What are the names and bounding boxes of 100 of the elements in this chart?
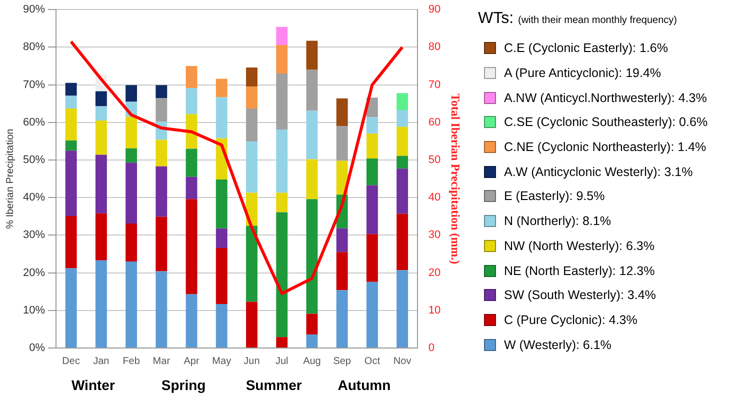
bar bbox=[246, 302, 258, 348]
y2-tick-label: 90 bbox=[428, 4, 441, 16]
bar bbox=[336, 252, 348, 290]
y2-tick-label: 20 bbox=[428, 266, 441, 279]
bar bbox=[276, 337, 288, 348]
bar bbox=[246, 86, 258, 108]
y2-tick-label: 70 bbox=[428, 78, 441, 91]
x-tick-label: Feb bbox=[122, 356, 140, 367]
x-tick-label: Jan bbox=[93, 356, 110, 367]
y-tick-label: 80% bbox=[22, 41, 46, 54]
bar bbox=[156, 216, 168, 272]
bar bbox=[95, 154, 107, 214]
bar bbox=[336, 228, 348, 252]
bar bbox=[306, 110, 318, 160]
bar bbox=[126, 262, 138, 348]
y2-tick-label: 80 bbox=[428, 41, 441, 54]
bar bbox=[156, 98, 168, 122]
bar bbox=[276, 26, 288, 45]
legend-label: E (Easterly): 9.5% bbox=[504, 189, 605, 204]
x-tick-label: Apr bbox=[184, 356, 200, 367]
bar bbox=[306, 199, 318, 314]
bar bbox=[186, 66, 198, 88]
legend-label: A (Pure Anticyclonic): 19.4% bbox=[504, 66, 662, 80]
bar bbox=[156, 140, 168, 166]
y2-tick-label: 30 bbox=[428, 229, 441, 242]
bar bbox=[396, 126, 408, 156]
y2-axis-title: Total Iberian Precipitation (mm.) bbox=[448, 93, 463, 264]
y-tick-label: 20% bbox=[22, 266, 46, 279]
x-tick-label: Mar bbox=[152, 356, 171, 367]
x-tick-label: Jun bbox=[244, 356, 260, 367]
bar bbox=[65, 216, 77, 268]
legend-label: A.NW (Anticycl.Northwesterly): 4.3% bbox=[504, 90, 707, 105]
bar bbox=[65, 108, 77, 140]
bar bbox=[276, 192, 288, 212]
bar bbox=[95, 106, 107, 121]
bar bbox=[366, 117, 378, 134]
bar bbox=[186, 88, 198, 114]
bar bbox=[366, 158, 378, 186]
y2-tick-label: 60 bbox=[428, 116, 441, 128]
bar bbox=[126, 116, 138, 148]
bar bbox=[366, 134, 378, 158]
text: Spring bbox=[161, 377, 206, 393]
y-tick-label: 0% bbox=[29, 342, 46, 354]
bar bbox=[156, 271, 168, 348]
legend-label: A.W (Anticyclonic Westerly): 3.1% bbox=[504, 164, 693, 179]
bar bbox=[366, 185, 378, 234]
legend-label: C.SE (Cyclonic Southeasterly): 0.6% bbox=[504, 115, 708, 130]
bar bbox=[246, 68, 258, 87]
bar bbox=[396, 110, 408, 127]
bar bbox=[396, 156, 408, 169]
bar bbox=[246, 142, 258, 193]
y2-tick-label: 40 bbox=[428, 192, 441, 204]
x-tick-label: Sep bbox=[333, 356, 352, 367]
y2-tick-label: 10 bbox=[428, 304, 441, 316]
bar bbox=[156, 85, 168, 98]
y-tick-label: 40% bbox=[22, 192, 46, 204]
bar bbox=[276, 74, 288, 130]
legend-label: N (Northerly): 8.1% bbox=[504, 214, 611, 228]
text: Autumn bbox=[338, 377, 391, 393]
legend-label: NW (North Westerly): 6.3% bbox=[504, 238, 654, 253]
legend-label: C.NE (Cyclonic Northeasterly): 1.4% bbox=[504, 140, 706, 154]
bar bbox=[65, 82, 77, 96]
bar bbox=[336, 290, 348, 348]
x-tick-label: Dec bbox=[62, 356, 80, 367]
bar bbox=[65, 96, 77, 108]
bar bbox=[126, 162, 138, 224]
bar bbox=[336, 126, 348, 161]
bar bbox=[246, 108, 258, 142]
legend-label: C.E (Cyclonic Easterly): 1.6% bbox=[504, 41, 668, 56]
bar bbox=[216, 78, 228, 98]
text: Summer bbox=[246, 377, 302, 393]
x-tick-label: Oct bbox=[364, 356, 380, 367]
y-tick-label: 10% bbox=[22, 304, 46, 316]
bar bbox=[216, 180, 228, 228]
bar bbox=[396, 270, 408, 348]
bar bbox=[216, 97, 228, 138]
bar bbox=[336, 98, 348, 126]
bar bbox=[396, 168, 408, 214]
legend-title: WTs: (with their mean monthly frequency) bbox=[478, 10, 677, 27]
x-tick-label: May bbox=[212, 356, 232, 367]
bar bbox=[186, 199, 198, 294]
bar bbox=[306, 40, 318, 70]
bar bbox=[276, 130, 288, 193]
x-tick-label: Nov bbox=[393, 356, 412, 367]
text: Winter bbox=[71, 377, 116, 393]
bar bbox=[95, 91, 107, 106]
y-tick-label: 90% bbox=[22, 4, 46, 16]
bar bbox=[65, 150, 77, 216]
bar bbox=[396, 93, 408, 110]
y-tick-label: 60% bbox=[22, 116, 46, 128]
bar bbox=[306, 314, 318, 334]
legend-label: NE (North Easterly): 12.3% bbox=[504, 264, 655, 278]
bar bbox=[366, 234, 378, 282]
y-tick-label: 70% bbox=[22, 78, 46, 91]
y-axis-title: % Iberian Precipitation bbox=[4, 128, 16, 229]
y2-tick-label: 0 bbox=[428, 342, 434, 354]
y-tick-label: 50% bbox=[22, 154, 46, 166]
bar bbox=[95, 260, 107, 348]
x-tick-label: Aug bbox=[303, 356, 321, 367]
legend-label: C (Pure Cyclonic): 4.3% bbox=[504, 312, 638, 327]
